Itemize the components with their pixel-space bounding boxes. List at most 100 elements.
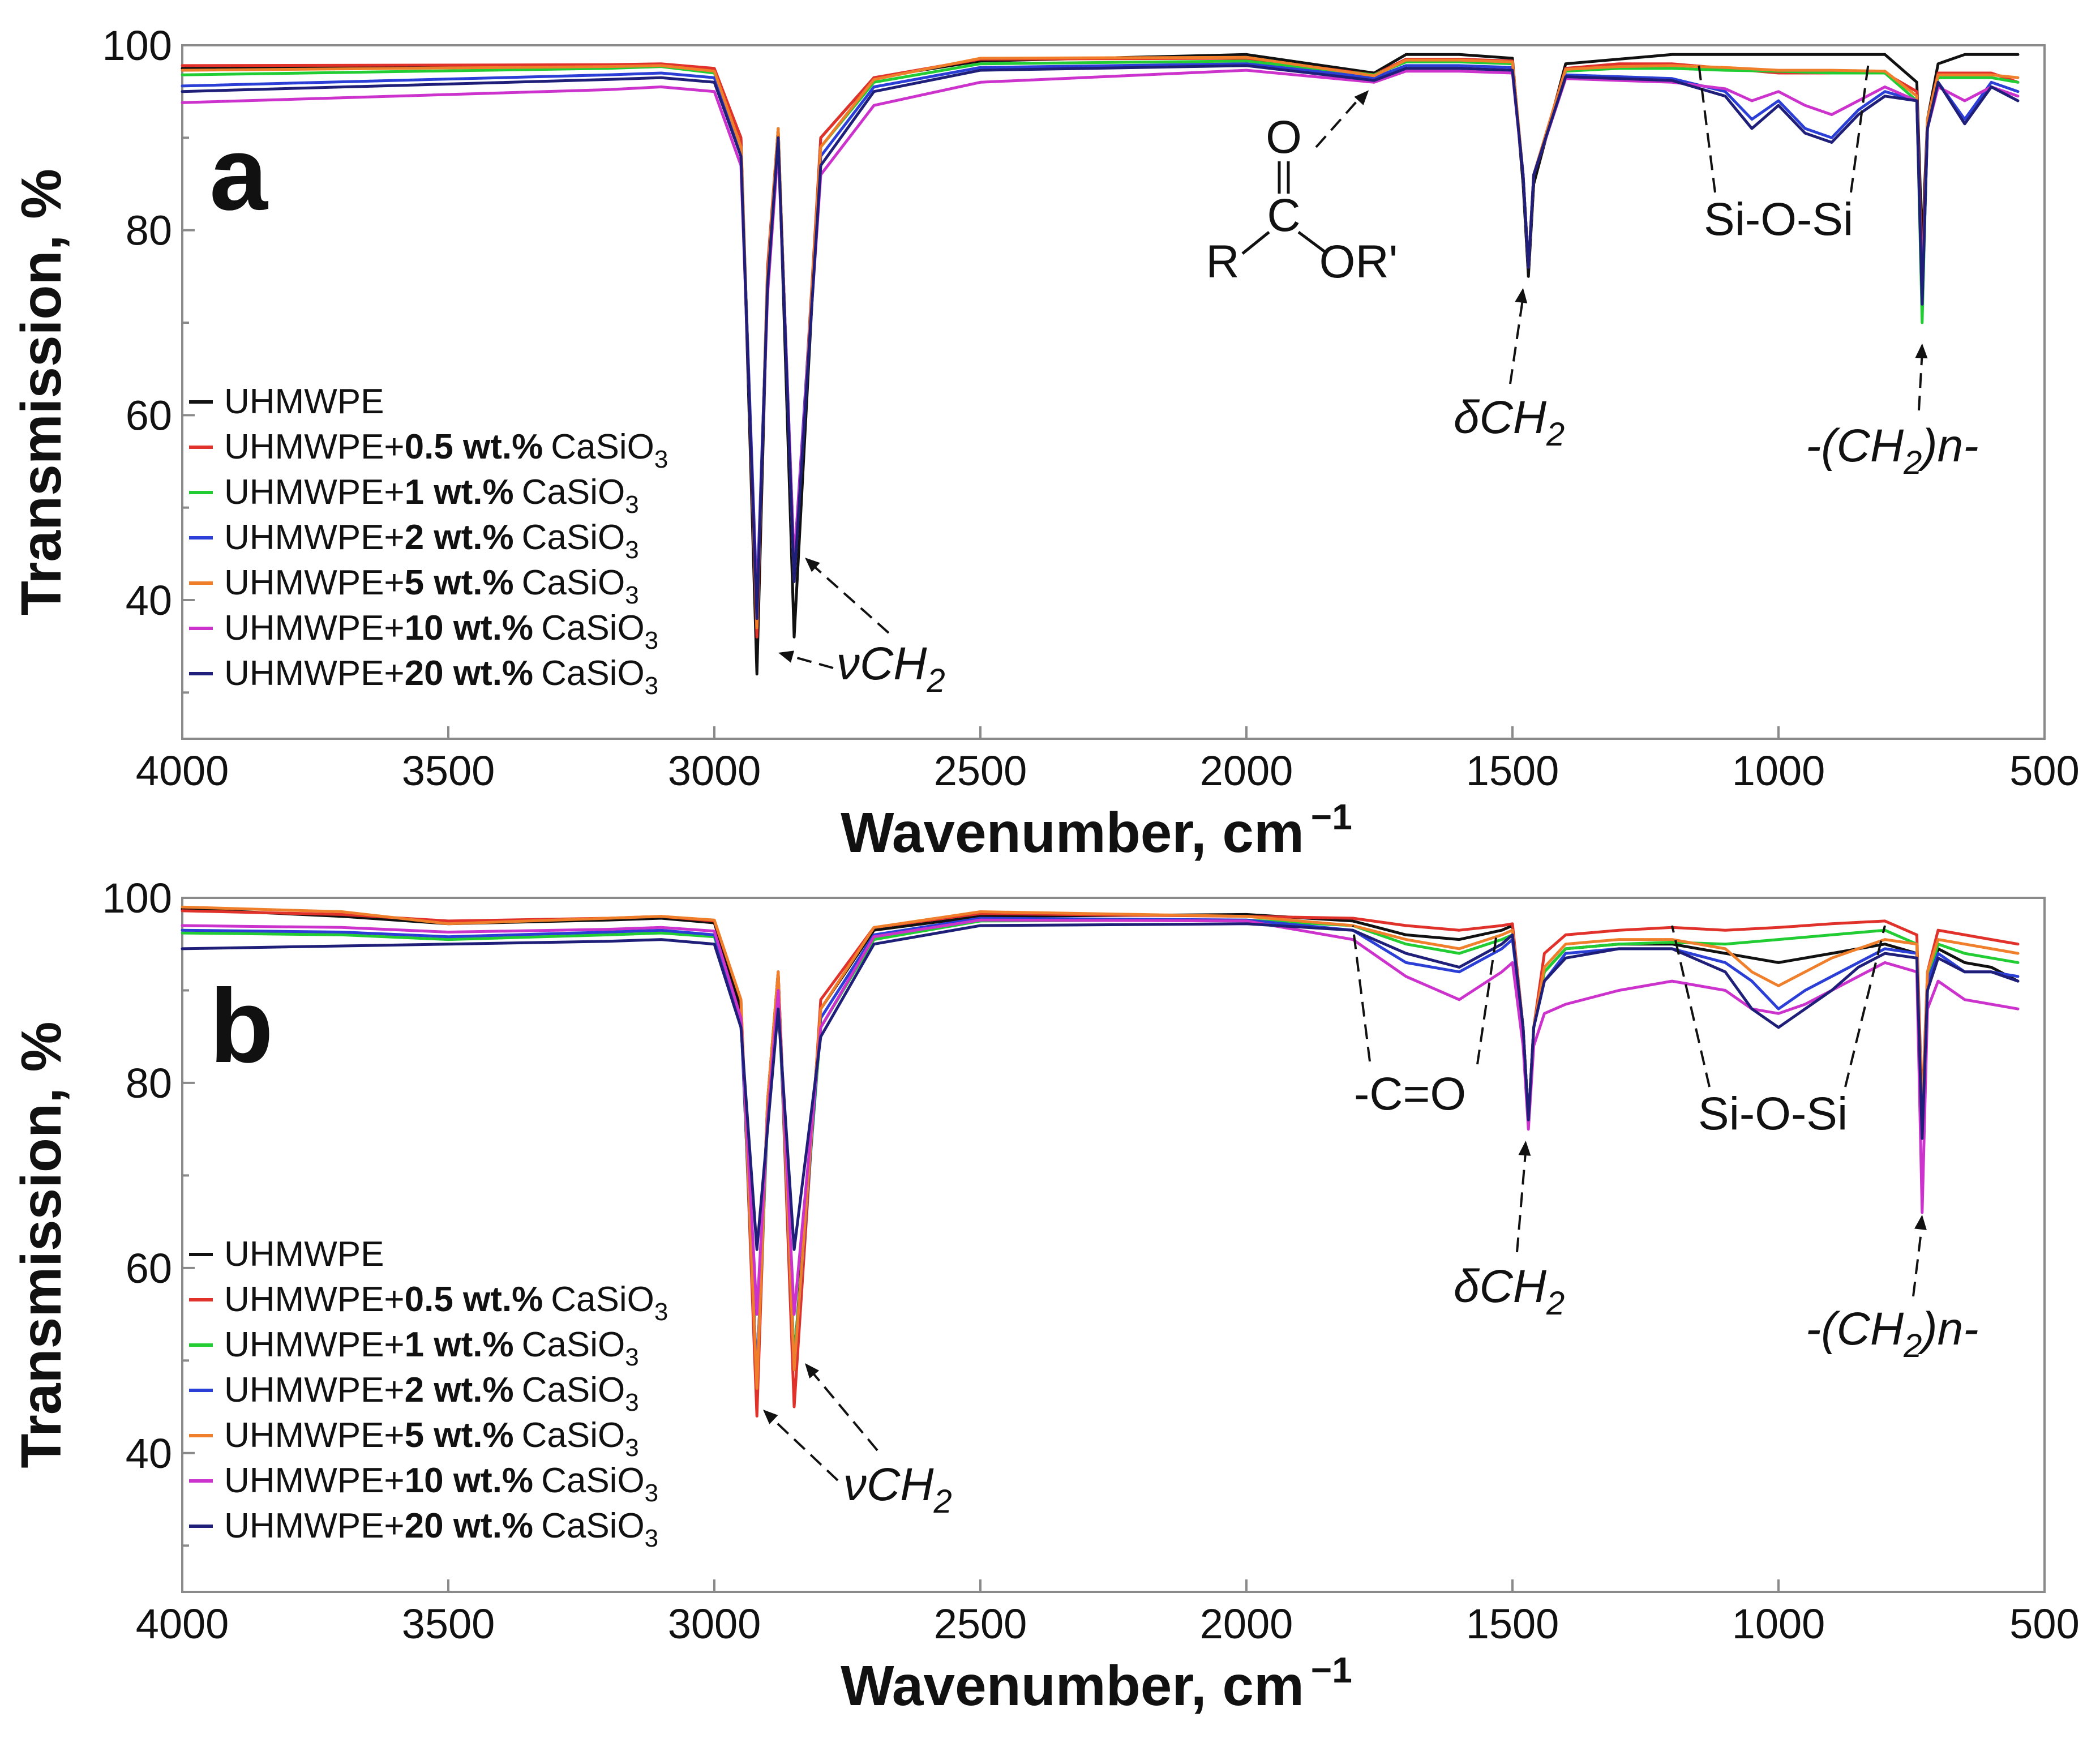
si-o-si-leader-2 (1844, 925, 1886, 1087)
legend-entry: UHMWPE+5 wt.% CaSiO3 (224, 1416, 639, 1462)
y-tick-label: 40 (126, 577, 172, 624)
legend-suffix: CaSiO (541, 654, 645, 693)
legend-suffix: CaSiO (551, 1280, 654, 1319)
arrow-head (1515, 288, 1528, 303)
legend-subscript: 3 (625, 581, 638, 609)
legend-subscript: 3 (654, 1298, 668, 1326)
nu-ch2-label-main: νCH (837, 638, 927, 690)
legend-suffix: CaSiO (551, 427, 654, 466)
legend-entry: UHMWPE+10 wt.% CaSiO3 (224, 609, 658, 654)
legend-bold: 10 wt.% (405, 609, 533, 648)
legend-name: UHMWPE+ (224, 1280, 405, 1319)
nu-ch2-label-subscript: 2 (933, 1483, 952, 1520)
y-axis-label: Transmission, % (10, 1021, 73, 1468)
x-tick-label: 3000 (668, 1600, 761, 1647)
y-tick-label: 60 (126, 1245, 172, 1292)
x-axis-label: Wavenumber, cm −1 (841, 1650, 1352, 1718)
y-tick-label: 100 (102, 875, 172, 922)
legend-suffix: CaSiO (541, 609, 645, 648)
plot-frame (181, 44, 2046, 740)
legend-entry: UHMWPE+0.5 wt.% CaSiO3 (224, 1280, 668, 1326)
legend-entry: UHMWPE+1 wt.% CaSiO3 (224, 473, 639, 519)
legend-name: UHMWPE+ (224, 473, 405, 512)
legend-subscript: 3 (645, 1479, 658, 1507)
legend-entry: UHMWPE+10 wt.% CaSiO3 (224, 1461, 658, 1507)
x-tick-label: 500 (2009, 1600, 2079, 1647)
legend-entry: UHMWPE+2 wt.% CaSiO3 (224, 518, 639, 564)
arrow-head (805, 1363, 820, 1379)
y-tick-label: 100 (102, 22, 172, 69)
chart-panel-b: 4000 3500 3000 2500 2000 1500 1000 500 40 60 80 100… (10, 875, 2080, 1718)
si-o-si-label: Si-O-Si (1698, 1088, 1848, 1140)
legend-bold: 1 wt.% (405, 1325, 514, 1364)
si-o-si-label-main: Si-O-Si (1704, 194, 1853, 245)
arrow-head (1518, 1141, 1531, 1156)
delta-ch2-label: δCH2 (1454, 1261, 1565, 1322)
legend-name: UHMWPE+ (224, 563, 405, 602)
legend-bold: 2 wt.% (405, 1371, 514, 1410)
arrow-head (1354, 90, 1369, 105)
delta-ch2-label-main: δCH (1454, 1261, 1547, 1312)
carbonyl-leader-1 (1352, 925, 1371, 1062)
x-tick-label: 1000 (1732, 747, 1825, 794)
ch2n-label-suffix: )n- (1917, 420, 1978, 472)
x-tick-label: 2000 (1200, 747, 1293, 794)
legend-suffix: CaSiO (541, 1506, 645, 1545)
nu-ch2-leader-1 (782, 653, 834, 669)
legend-suffix: CaSiO (541, 1461, 645, 1500)
x-tick-label: 1000 (1732, 1600, 1825, 1647)
ch2n-label: -(CH2)n- (1806, 1303, 1979, 1364)
ch2n-label-suffix: )n- (1917, 1303, 1978, 1355)
delta-ch2-label-subscript: 2 (1546, 1285, 1565, 1322)
ch2n-label-main: -(CH (1806, 420, 1904, 472)
x-tick-label: 1500 (1466, 747, 1559, 794)
chart-panel-a: 4000 3500 3000 2500 2000 1500 1000 500 40 60 80 100… (10, 22, 2080, 864)
legend-subscript: 3 (645, 672, 658, 700)
y-axis-label: Transmission, % (10, 169, 73, 615)
arrow-head (1915, 343, 1928, 359)
legend-entry: UHMWPE (224, 382, 384, 421)
legend-bold: 5 wt.% (405, 563, 514, 602)
ester-carbon: C (1267, 190, 1300, 241)
legend-name: UHMWPE+ (224, 609, 405, 648)
legend-subscript: 3 (645, 627, 658, 654)
y-tick-label: 40 (126, 1430, 172, 1477)
x-tick-label: 2000 (1200, 1600, 1293, 1647)
ch2n-label-main: -(CH (1806, 1303, 1904, 1355)
nu-ch2-leader-1 (766, 1413, 839, 1481)
x-tick-label: 3500 (402, 747, 495, 794)
delta-ch2-leader (1509, 297, 1524, 384)
si-o-si-leader-1 (1671, 925, 1711, 1087)
legend-entry: UHMWPE+20 wt.% CaSiO3 (224, 1506, 658, 1552)
delta-ch2-label-subscript: 2 (1546, 416, 1565, 453)
legend-name: UHMWPE+ (224, 518, 405, 557)
ester-or-group: OR' (1319, 236, 1398, 288)
x-tick-label: 1500 (1466, 1600, 1559, 1647)
legend-entry: UHMWPE+1 wt.% CaSiO3 (224, 1325, 639, 1371)
nu-ch2-label-main: νCH (843, 1459, 934, 1510)
legend-suffix: CaSiO (522, 1416, 625, 1455)
delta-ch2-label: δCH2 (1454, 392, 1565, 453)
series-line-6 (181, 64, 2020, 620)
x-tick-label: 2500 (934, 747, 1027, 794)
legend-entry: UHMWPE+2 wt.% CaSiO3 (224, 1371, 639, 1416)
panel-label: a (209, 115, 269, 232)
x-axis-label-superscript: −1 (1311, 1650, 1352, 1690)
legend-suffix: CaSiO (522, 473, 625, 512)
legend-entry: UHMWPE+0.5 wt.% CaSiO3 (224, 427, 668, 473)
legend-name: UHMWPE (224, 382, 384, 421)
legend-name: UHMWPE+ (224, 1325, 405, 1364)
legend-entry: UHMWPE (224, 1235, 384, 1274)
x-axis-label: Wavenumber, cm −1 (841, 797, 1352, 864)
legend-bold: 20 wt.% (405, 654, 533, 693)
legend-suffix: CaSiO (522, 1325, 625, 1364)
ester-bond-or (1297, 230, 1328, 255)
legend-bold: 5 wt.% (405, 1416, 514, 1455)
nu-ch2-leader-2 (809, 562, 890, 634)
nu-ch2-label: νCH2 (837, 638, 945, 699)
arrow-head (1914, 1214, 1927, 1230)
